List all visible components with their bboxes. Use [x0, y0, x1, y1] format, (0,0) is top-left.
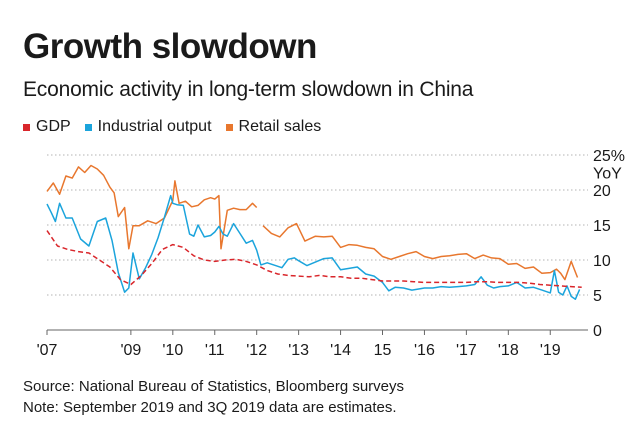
x-tick-label-2011: '11 [205, 342, 225, 359]
y-tick-label-5: 5 [593, 288, 602, 305]
chart-title: Growth slowdown [23, 27, 317, 66]
legend-label-retail-sales: Retail sales [238, 118, 322, 135]
y-tick-label-20: 20 [593, 183, 611, 200]
series-line-retail-sales [46, 164, 579, 281]
x-tick-label-2016: '16 [414, 342, 435, 359]
x-tick-label-2013: '13 [288, 342, 309, 359]
legend-swatch-gdp [23, 123, 30, 131]
x-tick-label-2015: 15 [374, 342, 392, 359]
y-tick-label-10: 10 [593, 253, 611, 270]
y-axis-label: YoY [593, 166, 622, 183]
gridlines [47, 154, 588, 331]
series-line-industrial-output [46, 194, 581, 300]
legend-label-gdp: GDP [36, 118, 71, 135]
footnote: Note: September 2019 and 3Q 2019 data ar… [23, 399, 397, 416]
y-axis-ticks: 25% 20 15 10 5 0 [593, 148, 625, 340]
x-tick-label-2010: '10 [162, 342, 183, 359]
legend: GDP Industrial output Retail sales [23, 117, 335, 137]
y-tick-label-0: 0 [593, 323, 602, 340]
legend-label-industrial-output: Industrial output [97, 118, 212, 135]
legend-item-gdp: GDP [23, 117, 71, 137]
x-tick-label-2009: '09 [120, 342, 141, 359]
x-tick-label-2017: '17 [456, 342, 477, 359]
legend-item-retail-sales: Retail sales [225, 117, 322, 137]
legend-swatch-retail-sales [225, 123, 233, 131]
y-tick-label-15: 15 [593, 218, 611, 235]
x-axis-ticks: '07 '09 '10 '11 '12 '13 '14 15 '16 '17 '18 '19 [37, 330, 561, 359]
x-tick-label-2018: '18 [498, 342, 519, 359]
series-lines [46, 164, 582, 300]
series-line-gdp [46, 230, 582, 289]
chart-subtitle: Economic activity in long-term slowdown … [23, 78, 474, 101]
legend-item-industrial-output: Industrial output [84, 117, 212, 137]
x-tick-label-2007: '07 [37, 342, 58, 359]
legend-swatch-industrial-output [84, 123, 92, 131]
x-tick-label-2012: '12 [246, 342, 267, 359]
source-note: Source: National Bureau of Statistics, B… [23, 378, 405, 395]
x-tick-label-2014: '14 [330, 342, 351, 359]
x-tick-label-2019: '19 [540, 342, 561, 359]
y-tick-label-25: 25% [593, 148, 625, 165]
